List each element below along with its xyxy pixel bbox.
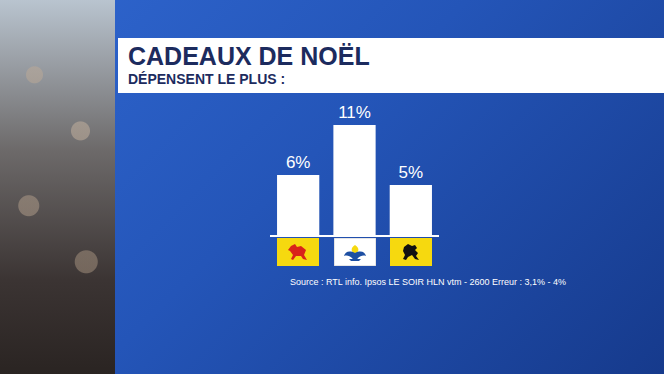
svg-text:5%: 5%	[399, 163, 424, 182]
svg-text:6%: 6%	[286, 153, 311, 172]
html-text:Source : RTL info. Ipsos LE SO: Source : RTL info. Ipsos LE SOIR HLN vtm…	[290, 277, 567, 287]
html-text:DÉPENSENT LE PLUS :: DÉPENSENT LE PLUS :	[128, 71, 286, 87]
html-text:CADEAUX DE NOËL: CADEAUX DE NOËL	[128, 42, 370, 70]
svg-text:11%: 11%	[338, 103, 371, 122]
